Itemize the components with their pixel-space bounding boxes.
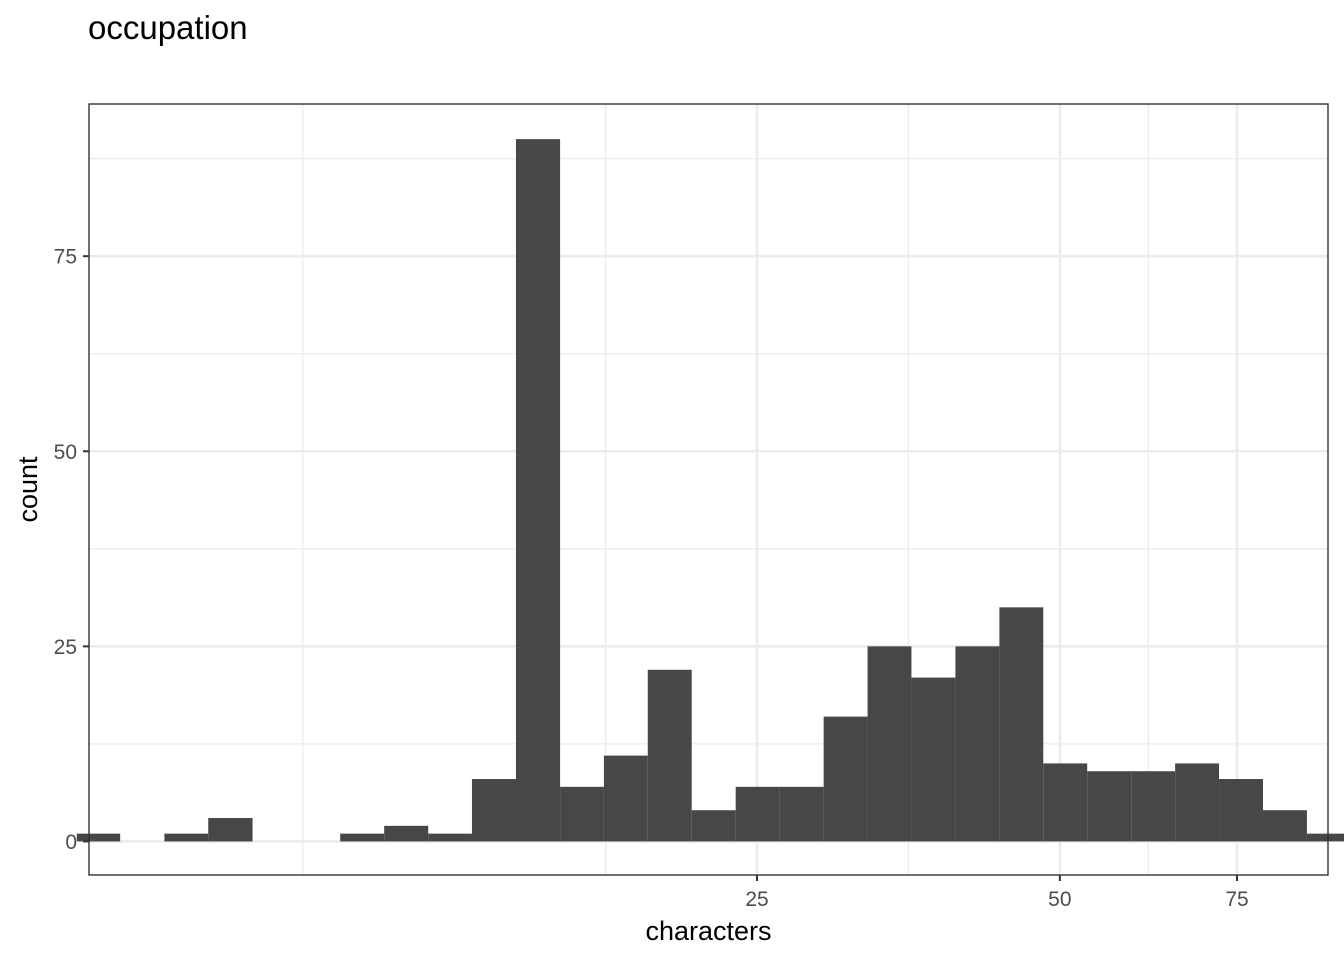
y-tick-label: 75 <box>54 246 77 269</box>
histogram-bar <box>867 646 912 842</box>
histogram-bar <box>911 677 956 842</box>
y-tick-label: 0 <box>65 831 77 854</box>
histogram-bar <box>955 646 1000 842</box>
histogram-bar <box>647 669 692 842</box>
histogram-bar <box>735 786 780 842</box>
histogram-bar <box>1043 763 1088 842</box>
histogram-bar <box>691 810 736 842</box>
histogram-bar <box>340 833 385 842</box>
histogram-bar <box>164 833 209 842</box>
histogram-bar <box>603 755 648 842</box>
histogram-bar <box>471 779 516 842</box>
histogram-bar <box>1175 763 1220 842</box>
x-axis: 25 50 75 <box>745 875 1249 911</box>
x-tick-label: 25 <box>745 888 768 911</box>
histogram-bar <box>1263 810 1307 842</box>
y-tick-label: 25 <box>54 636 77 659</box>
histogram-bar <box>384 825 429 842</box>
histogram-bar <box>76 833 121 842</box>
grid-lines <box>89 104 1328 875</box>
histogram-bar <box>1306 833 1344 842</box>
y-axis-title: count <box>13 456 43 523</box>
histogram-bar <box>779 786 824 842</box>
y-tick-label: 50 <box>54 441 77 464</box>
histogram-bar <box>999 607 1044 842</box>
histogram-bars <box>76 139 1344 842</box>
histogram-bar <box>515 139 561 842</box>
histogram-bar <box>1087 771 1132 842</box>
x-axis-title: characters <box>645 916 771 946</box>
histogram-bar <box>823 716 868 842</box>
histogram-bar <box>1219 779 1264 842</box>
x-tick-label: 50 <box>1048 888 1071 911</box>
histogram-bar <box>560 786 604 842</box>
panel-border <box>88 103 1329 876</box>
histogram-bar <box>1131 771 1176 842</box>
histogram-bar <box>428 833 472 842</box>
histogram-bar <box>208 818 253 842</box>
chart-title: occupation <box>88 9 248 46</box>
plot-panel <box>76 103 1344 876</box>
x-tick-label: 75 <box>1225 888 1248 911</box>
y-axis: 0 25 50 75 <box>54 246 89 854</box>
